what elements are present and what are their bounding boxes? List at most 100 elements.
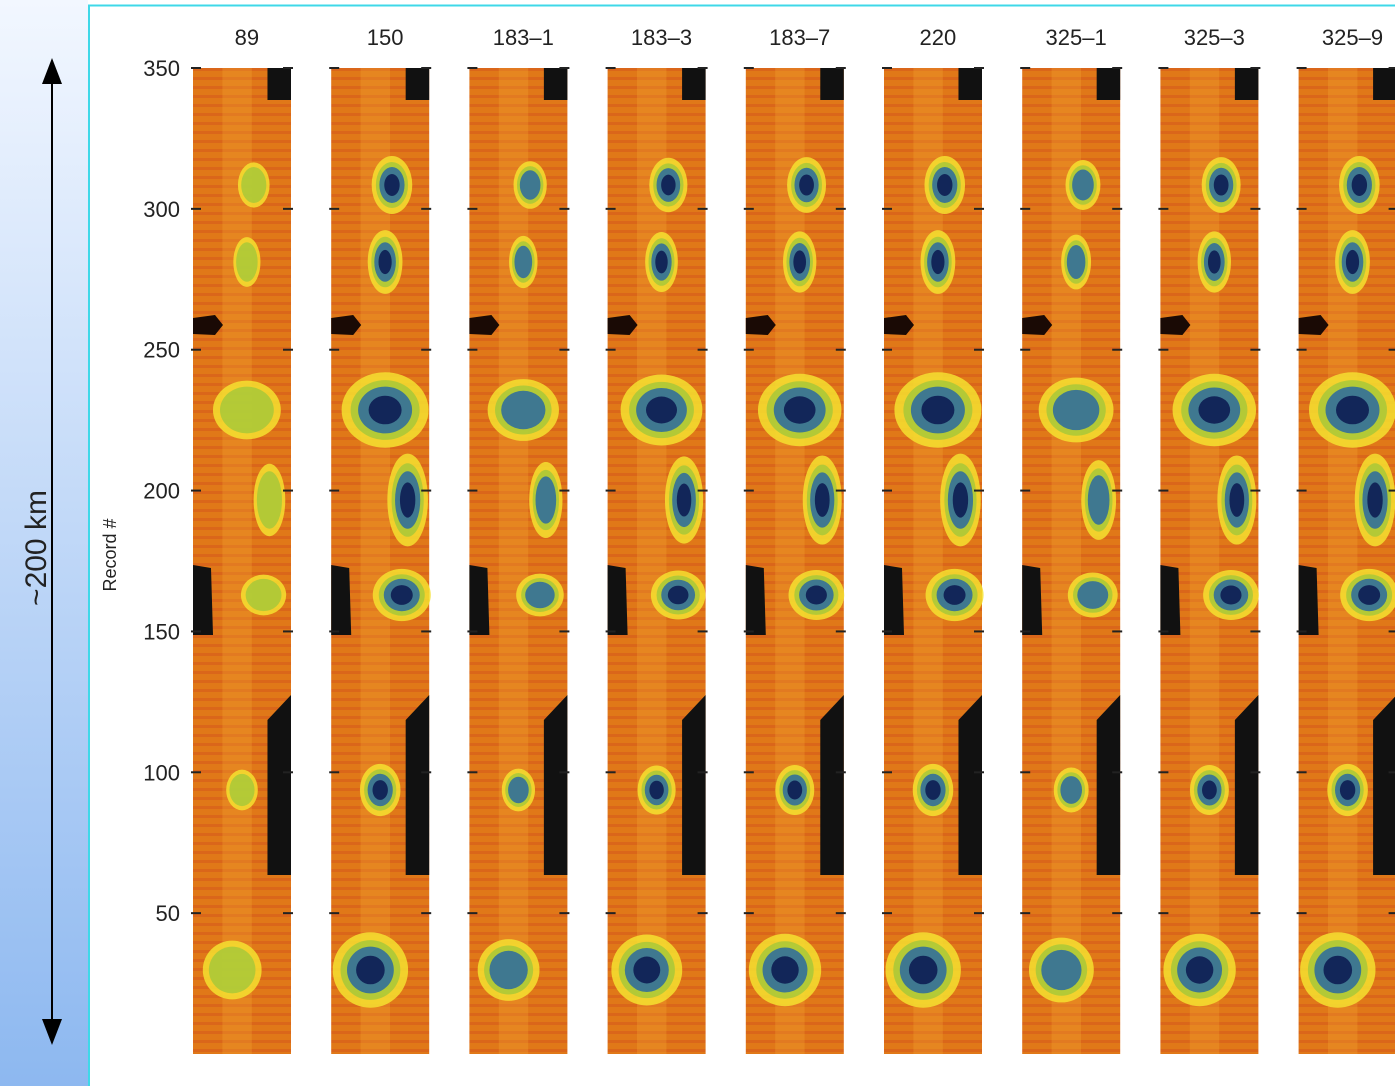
cloud-feature: [1220, 585, 1241, 604]
cloud-feature: [373, 780, 388, 800]
cloud-feature: [525, 582, 555, 609]
panel-title: 325–3: [1184, 25, 1245, 50]
panel-title: 89: [235, 25, 259, 50]
strip-shade: [913, 68, 942, 1054]
cloud-feature: [909, 956, 938, 985]
no-data: [267, 68, 291, 100]
cloud-feature: [1198, 396, 1230, 423]
no-data: [820, 68, 844, 100]
y-tick-label: 100: [143, 760, 180, 785]
scale-annotation: ~200 km: [20, 490, 53, 606]
cloud-feature: [236, 242, 258, 281]
cloud-feature: [1346, 250, 1359, 274]
y-tick-label: 350: [143, 56, 180, 81]
cloud-feature: [1088, 475, 1110, 525]
cloud-feature: [536, 476, 557, 523]
no-data: [1235, 695, 1259, 875]
strip: [1022, 68, 1120, 1054]
strip-shade: [222, 68, 251, 1054]
cloud-feature: [661, 175, 675, 196]
cloud-feature: [1229, 483, 1244, 517]
no-data: [682, 68, 706, 100]
cloud-feature: [944, 585, 966, 605]
cloud-feature: [787, 780, 802, 799]
cloud-feature: [220, 387, 274, 434]
no-data: [608, 565, 628, 635]
strip: [608, 68, 706, 1054]
cloud-feature: [815, 483, 830, 517]
panel-title: 325–1: [1046, 25, 1107, 50]
strip: [331, 68, 431, 1054]
no-data: [1299, 565, 1319, 635]
cloud-feature: [520, 170, 541, 200]
cloud-feature: [1214, 174, 1229, 195]
cloud-feature: [1067, 245, 1086, 279]
cloud-feature: [1358, 585, 1380, 605]
no-data: [267, 695, 291, 875]
figure: ~200 km Record # 89 150 183–1 183–3 183–7 220…: [0, 0, 1395, 1086]
cloud-feature: [925, 780, 940, 800]
no-data: [331, 565, 351, 635]
no-data: [406, 695, 430, 875]
panel-title: 220: [920, 25, 957, 50]
cloud-feature: [633, 957, 660, 984]
no-data: [469, 565, 489, 635]
page: ~200 km Record # 89 150 183–1 183–3 183–7 220…: [0, 0, 1395, 1086]
strip-shade: [1328, 68, 1357, 1054]
no-data: [1235, 68, 1259, 100]
cloud-feature: [921, 396, 954, 425]
panel-title: 183–7: [769, 25, 830, 50]
y-tick-label: 250: [143, 338, 180, 363]
y-tick-label: 50: [156, 901, 180, 926]
no-data: [682, 695, 706, 875]
strip: [884, 68, 984, 1054]
cloud-feature: [1336, 396, 1369, 425]
panel-title: 183–1: [493, 25, 554, 50]
no-data: [406, 68, 430, 100]
y-axis-label: Record #: [100, 518, 120, 591]
no-data: [1373, 695, 1395, 875]
cloud-feature: [501, 391, 545, 429]
no-data: [820, 695, 844, 875]
strip-shade: [775, 68, 804, 1054]
y-tick-label: 150: [143, 619, 180, 644]
no-data: [1097, 68, 1121, 100]
cloud-feature: [379, 250, 392, 274]
no-data: [958, 695, 982, 875]
strip-shade: [361, 68, 390, 1054]
cloud-feature: [1208, 250, 1221, 273]
no-data: [1097, 695, 1121, 875]
strip-shade: [1052, 68, 1081, 1054]
cloud-feature: [1053, 390, 1099, 430]
cloud-feature: [784, 396, 816, 423]
cloud-feature: [257, 471, 282, 528]
strip-shade: [637, 68, 666, 1054]
panel-title: 325–9: [1322, 25, 1383, 50]
cloud-feature: [209, 947, 256, 994]
no-data: [884, 565, 904, 635]
no-data: [544, 68, 568, 100]
cloud-feature: [1324, 956, 1353, 985]
cloud-feature: [1072, 170, 1094, 201]
cloud-feature: [953, 482, 968, 517]
cloud-feature: [400, 482, 415, 517]
cloud-feature: [246, 579, 282, 611]
cloud-feature: [1367, 482, 1382, 517]
cloud-feature: [489, 951, 527, 989]
cloud-feature: [806, 585, 827, 604]
strip: [193, 68, 291, 1054]
cloud-feature: [241, 167, 266, 203]
cloud-feature: [369, 396, 402, 425]
cloud-feature: [1352, 174, 1367, 196]
cloud-feature: [677, 483, 691, 516]
cloud-feature: [1060, 776, 1082, 804]
no-data: [746, 565, 766, 635]
cloud-feature: [1202, 780, 1217, 799]
cloud-feature: [771, 956, 798, 983]
cloud-feature: [668, 586, 689, 605]
cloud-feature: [655, 251, 667, 274]
no-data: [1022, 565, 1042, 635]
panel-title: 183–3: [631, 25, 692, 50]
cloud-feature: [229, 774, 254, 806]
